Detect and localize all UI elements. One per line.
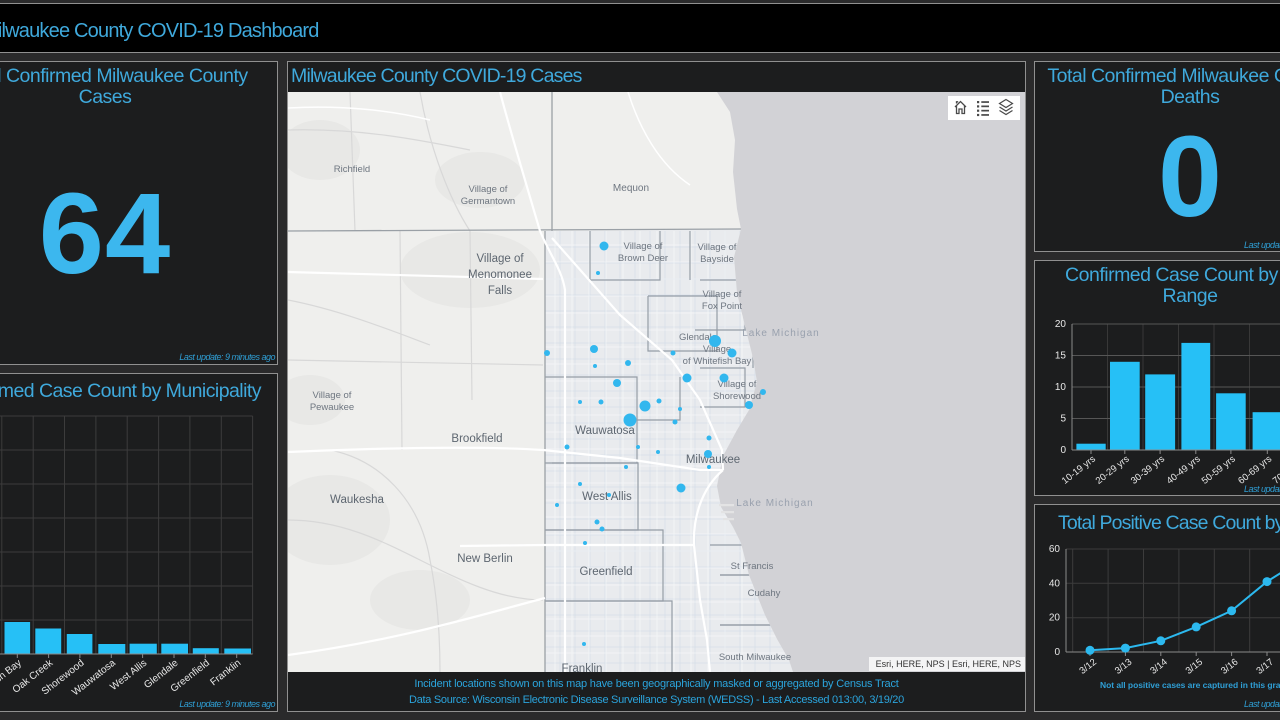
- svg-text:3/13: 3/13: [1113, 657, 1134, 677]
- svg-text:20-29 yrs: 20-29 yrs: [1094, 454, 1132, 487]
- svg-text:Germantown: Germantown: [461, 196, 515, 207]
- svg-text:West Allis: West Allis: [582, 491, 632, 503]
- svg-text:40-49 yrs: 40-49 yrs: [1165, 454, 1203, 487]
- svg-text:Franklin: Franklin: [208, 658, 243, 689]
- svg-text:60: 60: [1049, 544, 1061, 555]
- svg-text:Village of: Village of: [718, 379, 757, 390]
- svg-text:Milwaukee: Milwaukee: [686, 454, 740, 466]
- svg-text:50-59 yrs: 50-59 yrs: [1200, 454, 1238, 487]
- svg-text:Village of: Village of: [703, 289, 742, 300]
- svg-text:Greenfield: Greenfield: [579, 566, 632, 578]
- svg-text:3/17: 3/17: [1254, 657, 1275, 677]
- svg-text:Village: Village: [703, 344, 731, 355]
- svg-text:Village of: Village of: [698, 242, 737, 253]
- svg-text:Glendale: Glendale: [679, 332, 717, 343]
- svg-text:3/14: 3/14: [1148, 657, 1169, 677]
- svg-text:Lake Michigan: Lake Michigan: [742, 328, 819, 339]
- svg-text:3/16: 3/16: [1219, 657, 1240, 677]
- svg-text:Fox Point: Fox Point: [702, 301, 742, 312]
- svg-text:3/12: 3/12: [1077, 657, 1098, 677]
- svg-text:Franklin: Franklin: [562, 663, 603, 672]
- svg-text:15: 15: [1055, 351, 1067, 362]
- svg-text:5: 5: [1060, 414, 1066, 425]
- svg-text:30-39 yrs: 30-39 yrs: [1129, 454, 1167, 487]
- svg-text:Bayside: Bayside: [700, 254, 734, 265]
- svg-text:of Whitefish Bay: of Whitefish Bay: [683, 356, 752, 367]
- svg-text:Village of: Village of: [313, 390, 352, 401]
- svg-text:20: 20: [1049, 613, 1061, 624]
- svg-text:20: 20: [1055, 319, 1067, 330]
- svg-text:70-79 yrs: 70-79 yrs: [1271, 454, 1280, 487]
- svg-text:Shorewood: Shorewood: [713, 391, 761, 402]
- svg-text:Village of: Village of: [624, 241, 663, 252]
- svg-text:Lake Michigan: Lake Michigan: [736, 498, 813, 509]
- svg-text:Richfield: Richfield: [334, 164, 370, 175]
- svg-text:0: 0: [1060, 445, 1066, 456]
- svg-text:South Milwaukee: South Milwaukee: [719, 652, 791, 663]
- svg-text:3/15: 3/15: [1184, 657, 1205, 677]
- svg-text:40: 40: [1049, 578, 1061, 589]
- svg-text:0: 0: [1054, 647, 1060, 658]
- svg-text:Wauwatosa: Wauwatosa: [575, 425, 635, 437]
- svg-text:Village of: Village of: [476, 253, 524, 265]
- svg-text:Esri, HERE, NPS | Esri, HERE,: Esri, HERE, NPS | Esri, HERE, NPS: [876, 659, 1021, 669]
- svg-text:Waukesha: Waukesha: [330, 494, 385, 506]
- svg-text:New Berlin: New Berlin: [457, 553, 513, 565]
- svg-text:Pewaukee: Pewaukee: [310, 402, 354, 413]
- svg-text:60-69 yrs: 60-69 yrs: [1236, 454, 1274, 487]
- svg-text:Brookfield: Brookfield: [451, 433, 502, 445]
- svg-text:Brown Deer: Brown Deer: [618, 253, 668, 264]
- svg-text:10-19 yrs: 10-19 yrs: [1060, 454, 1098, 487]
- svg-text:Falls: Falls: [488, 285, 513, 297]
- svg-text:Cudahy: Cudahy: [748, 588, 781, 599]
- svg-text:Menomonee: Menomonee: [468, 269, 532, 281]
- svg-text:Village of: Village of: [469, 184, 508, 195]
- svg-text:St Francis: St Francis: [731, 561, 774, 572]
- svg-text:10: 10: [1055, 382, 1067, 393]
- svg-text:Mequon: Mequon: [613, 183, 649, 194]
